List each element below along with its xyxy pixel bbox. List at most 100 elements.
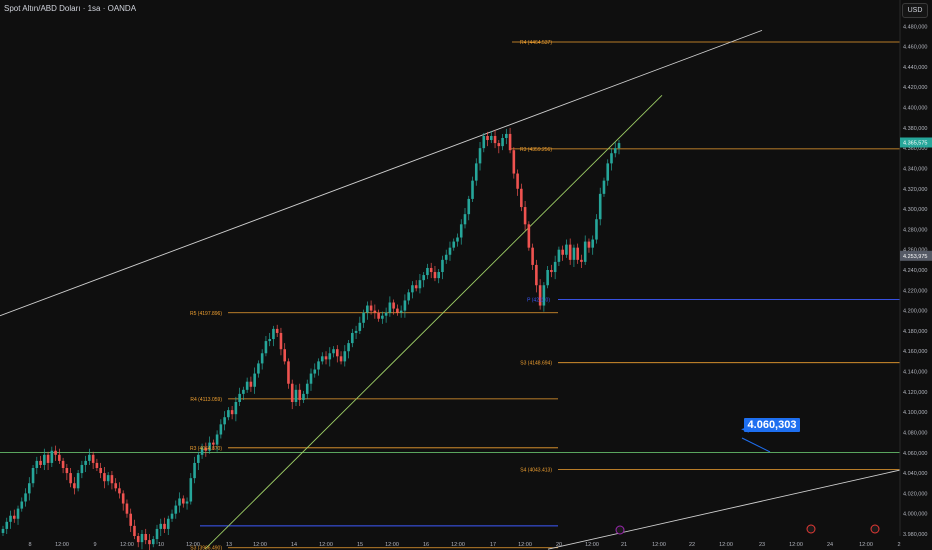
flag-icon[interactable] <box>806 524 816 534</box>
x-tick-label: 12:00 <box>859 542 873 548</box>
candle-body <box>396 308 399 313</box>
candle-body <box>403 300 407 311</box>
candle-body <box>178 498 181 506</box>
currency-button[interactable]: USD <box>902 3 928 18</box>
candle-body <box>309 373 313 384</box>
candle-body <box>219 424 223 435</box>
candle-body <box>24 493 27 502</box>
candle-body <box>80 464 84 474</box>
candle-body <box>268 339 271 342</box>
candle-body <box>76 473 80 489</box>
time-axis: 8 12:00 9 12:00 10 12:00 13 12:00 14 12:00 15 12:00… <box>28 542 900 548</box>
lightning-icon[interactable] <box>615 525 625 535</box>
y-tick-label: 4.380,000 <box>903 126 927 132</box>
candle-body <box>197 454 200 463</box>
candle-body <box>467 198 471 215</box>
candle-body <box>572 247 576 260</box>
candle-body <box>50 450 54 463</box>
pivot-level-label: R4 (4464.537) <box>520 40 552 46</box>
y-tick-label: 4.260,000 <box>903 248 927 254</box>
candle-body <box>264 341 268 354</box>
candle-body <box>381 315 384 319</box>
candle-body <box>200 447 204 455</box>
candle-body <box>377 312 380 319</box>
y-tick-label: 4.440,000 <box>903 65 927 71</box>
candle-body <box>174 505 178 514</box>
x-tick-label: 14 <box>291 542 297 548</box>
candle-body <box>302 393 305 400</box>
candle-body <box>136 536 140 543</box>
candle-body <box>471 180 474 199</box>
y-tick-label: 4.060,000 <box>903 451 927 457</box>
x-tick-label: 24 <box>827 542 833 548</box>
candle-body <box>9 515 12 522</box>
x-tick-label: 12:00 <box>319 542 333 548</box>
candle-body <box>106 475 110 482</box>
candle-body <box>208 442 211 451</box>
candle-body <box>272 328 275 340</box>
y-tick-label: 3.980,000 <box>903 532 927 538</box>
candle-body <box>351 332 354 344</box>
x-tick-label: 17 <box>490 542 496 548</box>
candle-body <box>373 310 377 313</box>
y-tick-label: 4.400,000 <box>903 106 927 112</box>
candle-body <box>531 247 534 265</box>
candle-body <box>287 361 290 384</box>
candle-body <box>317 361 320 370</box>
candle-body <box>118 488 121 494</box>
candle-body <box>433 272 437 279</box>
candle-body <box>523 207 527 225</box>
candle-body <box>230 410 234 415</box>
candle-body <box>463 214 467 225</box>
candle-body <box>339 356 343 362</box>
flag-icon[interactable] <box>870 524 880 534</box>
y-tick-label: 4.200,000 <box>903 309 927 315</box>
candle-body <box>39 460 42 465</box>
candle-body <box>189 478 193 502</box>
candle-body <box>185 501 189 504</box>
candle-body <box>125 503 129 514</box>
candle-body <box>84 460 87 465</box>
candle-body <box>613 148 617 154</box>
y-tick-label: 4.100,000 <box>903 410 927 416</box>
x-tick-label: 22 <box>689 542 695 548</box>
trendline <box>547 469 901 550</box>
candle-body <box>193 462 196 479</box>
level-labels: R4 (4464.537) R3 (4359.256) P (4211.0) S3 (… <box>190 40 552 550</box>
candle-body <box>16 508 20 519</box>
candle-body <box>497 143 501 147</box>
candle-body <box>550 270 553 273</box>
candle-body <box>223 417 226 425</box>
y-tick-label: 4.340,000 <box>903 166 927 172</box>
candle-body <box>482 135 486 149</box>
candle-body <box>426 267 429 276</box>
candle-body <box>553 261 557 273</box>
y-tick-label: 4.360,000 <box>903 146 927 152</box>
x-tick-label: 10 <box>158 542 164 548</box>
candle-body <box>527 224 531 248</box>
candle-body <box>516 173 519 189</box>
candle-body <box>606 163 610 181</box>
candle-body <box>227 410 230 418</box>
candle-body <box>501 138 504 147</box>
candle-body <box>110 475 114 484</box>
candle-body <box>489 135 493 141</box>
pivot-level-label: R4 (4113.059) <box>190 397 222 403</box>
x-tick-label: 12:00 <box>186 542 200 548</box>
candle-body <box>20 501 24 509</box>
candle-body <box>366 305 369 313</box>
x-tick-label: 12:00 <box>789 542 803 548</box>
candle-body <box>505 133 508 138</box>
trendline <box>204 95 663 550</box>
candle-body <box>591 239 595 248</box>
x-tick-label: 12:00 <box>385 542 399 548</box>
x-tick-label: 8 <box>28 542 31 548</box>
candle-body <box>103 473 106 482</box>
price-callout[interactable]: 4.060,303 <box>744 418 800 432</box>
candle-body <box>441 259 444 273</box>
candle-body <box>279 332 283 350</box>
candle-body <box>238 393 241 402</box>
candle-body <box>61 460 65 468</box>
candle-body <box>298 389 302 400</box>
